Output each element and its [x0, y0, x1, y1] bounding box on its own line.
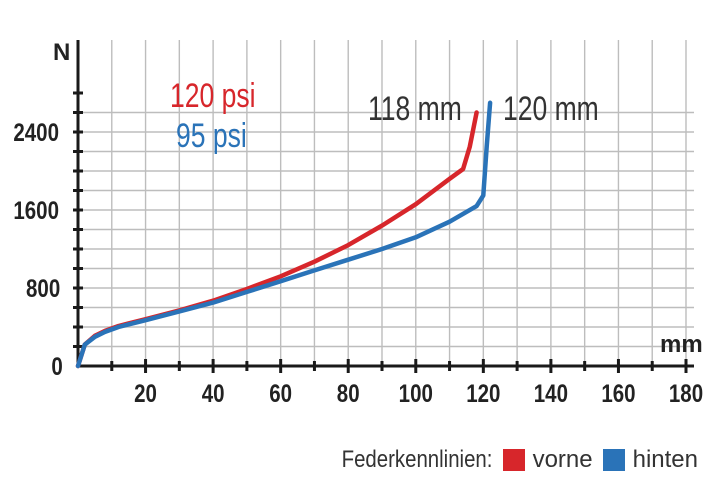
legend-label-vorne: vorne: [532, 446, 593, 473]
chart-legend: Federkennlinien: vorne hinten: [315, 446, 698, 474]
y-axis-label: N: [53, 39, 70, 66]
chart-axes: [73, 40, 694, 373]
legend-label-hinten: hinten: [632, 446, 698, 473]
x-tick-label: 160: [601, 379, 635, 407]
y-tick-label: 0: [51, 352, 62, 380]
chart-tick-labels: 20 40 60 80 100 120 140 160 180 0 800 1600 2400: [13, 118, 703, 407]
chart-series: [75, 100, 493, 369]
x-tick-label: 20: [134, 379, 157, 407]
annotation-120-mm: 120 mm: [503, 90, 599, 128]
y-tick-label: 2400: [13, 118, 59, 146]
x-axis-label: mm: [660, 331, 703, 358]
legend-swatch-hinten: [602, 449, 625, 471]
y-tick-label: 800: [26, 274, 60, 302]
y-tick-label: 1600: [13, 196, 59, 224]
x-tick-label: 180: [669, 379, 703, 407]
x-tick-label: 140: [534, 379, 568, 407]
legend-title: Federkennlinien:: [341, 446, 493, 473]
x-tick-label: 100: [399, 379, 433, 407]
x-tick-label: 60: [269, 379, 292, 407]
annotation-118-mm: 118 mm: [368, 90, 462, 128]
x-tick-label: 80: [337, 379, 360, 407]
x-tick-label: 40: [202, 379, 225, 407]
legend-swatch-vorne: [502, 449, 525, 471]
annotation-120-psi: 120 psi: [170, 77, 256, 115]
chart-grid: [78, 40, 694, 366]
series-line-hinten: [75, 100, 493, 369]
x-tick-label: 120: [466, 379, 500, 407]
annotation-95-psi: 95 psi: [176, 117, 247, 155]
